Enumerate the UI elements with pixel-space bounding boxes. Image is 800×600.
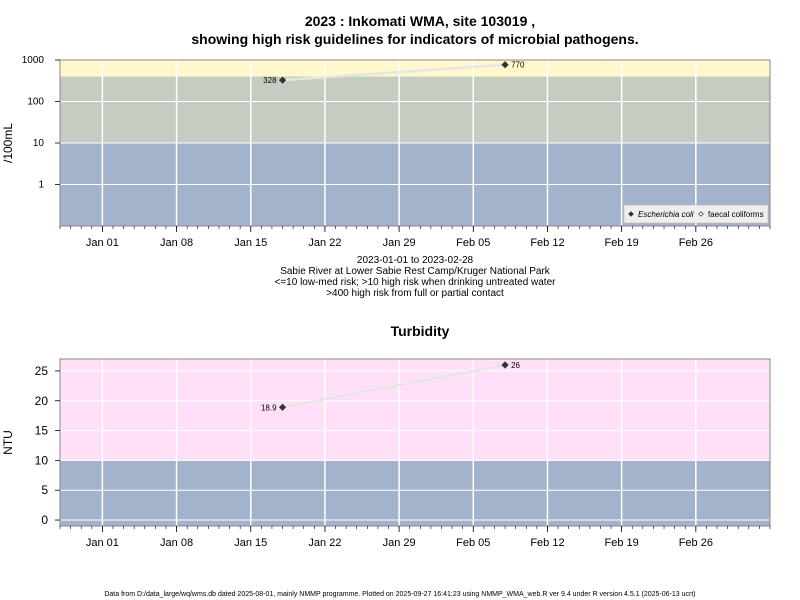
data-point: [278, 403, 287, 411]
data-point: [278, 76, 287, 84]
x-tick-label: Jan 15: [234, 537, 267, 549]
legend-label: faecal coliforms: [708, 210, 764, 219]
y-tick-label: 25: [35, 364, 49, 378]
series-line: [282, 363, 506, 409]
data-label: 770: [511, 61, 525, 70]
risk-band-1: [60, 359, 770, 461]
x-tick-label: Feb 26: [679, 237, 713, 249]
data-series: 328 770: [263, 61, 525, 85]
y-tick-label: 1: [38, 180, 44, 191]
y-tick-label: 0: [41, 513, 48, 527]
y-axis-label: NTU: [1, 430, 15, 455]
risk-band-0: [60, 460, 770, 526]
data-point: [501, 361, 509, 369]
x-tick-label: Feb 26: [679, 537, 713, 549]
panel-title: Turbidity: [391, 323, 450, 339]
x-tick-label: Feb 12: [530, 237, 564, 249]
legend-symbol: [698, 211, 704, 217]
data-point: [501, 61, 509, 69]
microbial-chart-panel: Jan 01 Jan 08 Jan 15 Jan 22 Jan 29 Feb 05 Feb …: [1, 55, 771, 249]
x-tick-label: Jan 08: [160, 237, 193, 249]
x-tick-label: Jan 22: [308, 537, 341, 549]
risk-band-1: [60, 76, 770, 143]
x-tick-label: Jan 08: [160, 537, 193, 549]
y-tick-label: 10: [35, 453, 49, 467]
data-label: 328: [263, 76, 277, 85]
x-tick-label: Jan 29: [383, 237, 416, 249]
x-tick-label: Jan 29: [383, 537, 416, 549]
legend-label: Escherichia coli: [638, 210, 694, 219]
x-tick-label: Feb 12: [530, 537, 564, 549]
caption-risk-drinking: <=10 low-med risk; >10 high risk when dr…: [275, 277, 557, 288]
legend: Escherichia coli faecal coliforms: [623, 204, 769, 224]
x-tick-label: Feb 05: [456, 537, 490, 549]
risk-band-2: [60, 60, 770, 77]
y-tick-label: 10: [33, 138, 45, 149]
y-tick-label: 15: [35, 424, 49, 438]
data-label: 26: [511, 361, 520, 370]
x-tick-label: Feb 05: [456, 237, 490, 249]
legend-box: [623, 204, 769, 224]
x-tick-label: Jan 01: [86, 237, 119, 249]
legend-symbol: [628, 211, 634, 217]
caption-date-range: 2023-01-01 to 2023-02-28: [357, 255, 474, 266]
series-line: [282, 63, 506, 82]
x-tick-label: Feb 19: [605, 237, 639, 249]
x-minor-ticks: [59, 526, 771, 529]
y-axis-label: /100mL: [1, 123, 15, 163]
x-tick-label: Jan 15: [234, 237, 267, 249]
x-tick-label: Jan 01: [86, 537, 119, 549]
y-tick-label: 20: [35, 394, 49, 408]
grid-lines: [60, 359, 770, 526]
caption-risk-contact: >400 high risk from full or partial cont…: [326, 288, 504, 299]
data-series: 18.9 26: [261, 361, 521, 412]
figure-title-line1: 2023 : Inkomati WMA, site 103019 ,: [305, 13, 535, 29]
plot-frame: [59, 358, 771, 527]
y-tick-label: 1000: [22, 55, 45, 66]
x-tick-label: Jan 22: [308, 237, 341, 249]
figure-title-line2: showing high risk guidelines for indicat…: [191, 31, 638, 47]
turbidity-chart-panel: Jan 01 Jan 08 Jan 15 Jan 22 Jan 29 Feb 05 Feb …: [1, 323, 771, 549]
footer-note: Data from D:/data_large/wq/wms.db dated …: [104, 591, 695, 598]
data-label: 18.9: [261, 403, 277, 412]
y-tick-label: 100: [27, 97, 44, 108]
y-tick-label: 5: [41, 483, 48, 497]
caption-site: Sabie River at Lower Sabie Rest Camp/Kru…: [280, 266, 551, 277]
x-tick-label: Feb 19: [605, 537, 639, 549]
